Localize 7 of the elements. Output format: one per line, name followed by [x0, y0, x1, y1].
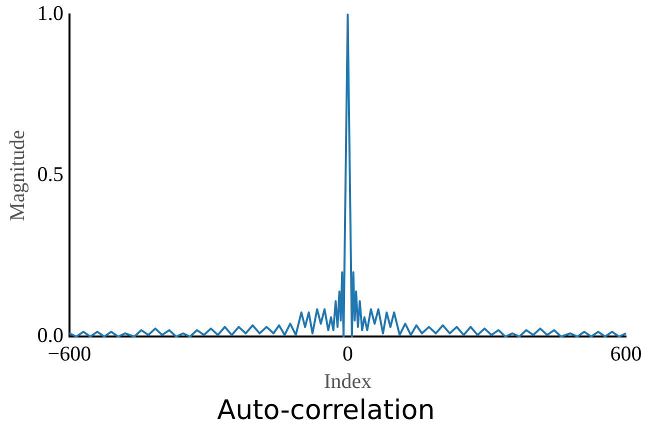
x-tick-label: 0 [342, 342, 353, 366]
text: Auto-correlation [216, 395, 436, 426]
y-tick-label: 1.0 [37, 1, 64, 26]
x-axis-title: Index [324, 368, 372, 393]
x-tick-label: 600 [610, 342, 642, 366]
y-axis-title: Magnitude [5, 130, 30, 222]
y-tick-label: 0.5 [37, 162, 64, 186]
